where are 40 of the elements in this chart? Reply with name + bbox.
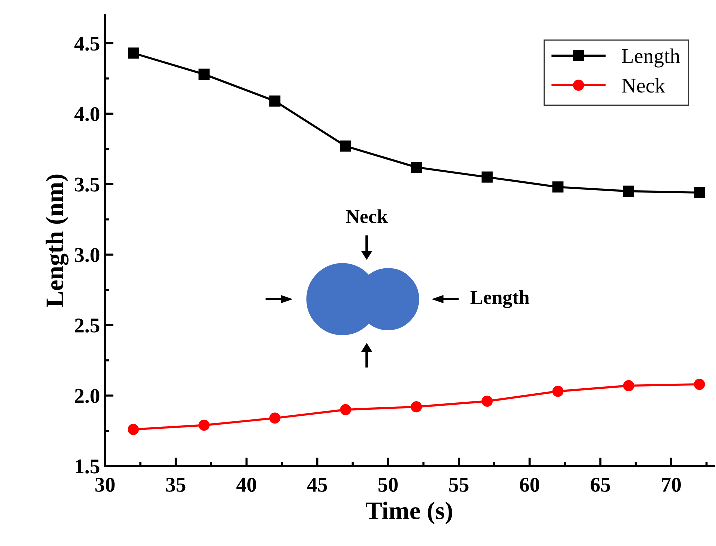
point: [552, 182, 564, 193]
x-axis-title: Time (s): [366, 502, 452, 525]
y-tick-label: 2.5: [75, 318, 100, 333]
y-tick-label: 3.0: [75, 248, 100, 262]
point: [128, 48, 140, 59]
point: [411, 402, 422, 413]
y-tick-label: 2.0: [75, 389, 100, 404]
x-tick-label: 45: [307, 478, 328, 492]
point: [128, 424, 140, 436]
x-tick-label: 70: [662, 478, 682, 492]
annotation: Neck: [346, 210, 388, 224]
point: [270, 412, 281, 424]
legend-label: Neck: [622, 78, 666, 93]
point: [694, 378, 706, 390]
x-tick-label: 65: [590, 478, 610, 492]
legend-label: Length: [622, 48, 680, 68]
point: [623, 186, 634, 198]
x-tick-label: 35: [166, 478, 186, 492]
point: [198, 68, 210, 80]
y-tick-label: 4.5: [74, 36, 100, 51]
point: [482, 396, 493, 408]
x-tick-label: 30: [96, 478, 115, 492]
point: [340, 140, 352, 152]
x-tick-label: 60: [520, 478, 540, 492]
point: [270, 96, 281, 107]
y-tick-label: 1.5: [76, 460, 100, 474]
point: [198, 420, 210, 431]
point: [340, 404, 352, 416]
point: [411, 162, 422, 174]
point: [482, 172, 493, 183]
y-axis-title: Length (nm): [46, 174, 69, 308]
y-tick-label: 3.5: [75, 178, 100, 192]
point: [623, 380, 634, 392]
y-tick-label: 4.0: [74, 107, 100, 122]
x-tick-label: 50: [378, 478, 398, 492]
point: [694, 187, 706, 198]
x-tick-label: 40: [236, 478, 256, 492]
point: [552, 386, 564, 398]
x-tick-label: 55: [450, 478, 469, 492]
annotation: Length: [470, 290, 530, 308]
